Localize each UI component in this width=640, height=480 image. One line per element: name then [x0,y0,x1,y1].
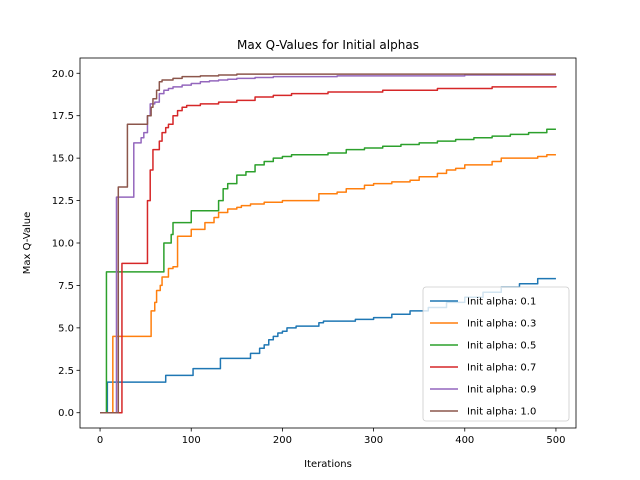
y-tick-label: 0.0 [58,408,74,419]
series-line-3 [100,128,556,414]
legend-label: Init alpha: 0.3 [467,319,536,330]
legend-label: Init alpha: 0.7 [467,363,536,374]
y-tick-label: 10.0 [52,239,74,250]
x-tick-label: 500 [546,435,565,446]
series-line-4 [100,86,557,414]
legend-label: Init alpha: 0.9 [467,385,536,396]
series-line-2 [100,153,556,414]
y-tick-label: 17.5 [52,111,74,122]
y-axis-label: Max Q-Value [22,212,33,275]
legend: Init alpha: 0.1 Init alpha: 0.3 Init alpha… [422,286,570,422]
legend-label: Init alpha: 1.0 [467,407,536,418]
y-tick-label: 20.0 [52,69,74,80]
x-tick-label: 400 [455,435,474,446]
y-axis: 0.0 2.5 5.0 7.5 10.0 12.5 15.0 17.5 20.0 [52,69,80,419]
series-line-6 [100,73,556,414]
x-axis: 0 100 200 300 400 500 [97,428,565,446]
x-tick-label: 300 [364,435,383,446]
y-tick-label: 5.0 [58,323,74,334]
x-tick-label: 0 [97,435,103,446]
chart-title: Max Q-Values for Initial alphas [237,38,419,52]
legend-label: Init alpha: 0.1 [467,297,536,308]
x-tick-label: 100 [182,435,201,446]
y-tick-label: 15.0 [52,154,74,165]
y-tick-label: 2.5 [58,366,74,377]
legend-box [422,286,570,422]
x-axis-label: Iterations [304,459,352,470]
y-tick-label: 12.5 [52,196,74,207]
x-tick-label: 200 [273,435,292,446]
legend-label: Init alpha: 0.5 [467,341,536,352]
y-tick-label: 7.5 [58,281,74,292]
series-layer [100,73,557,414]
series-line-5 [100,74,556,414]
